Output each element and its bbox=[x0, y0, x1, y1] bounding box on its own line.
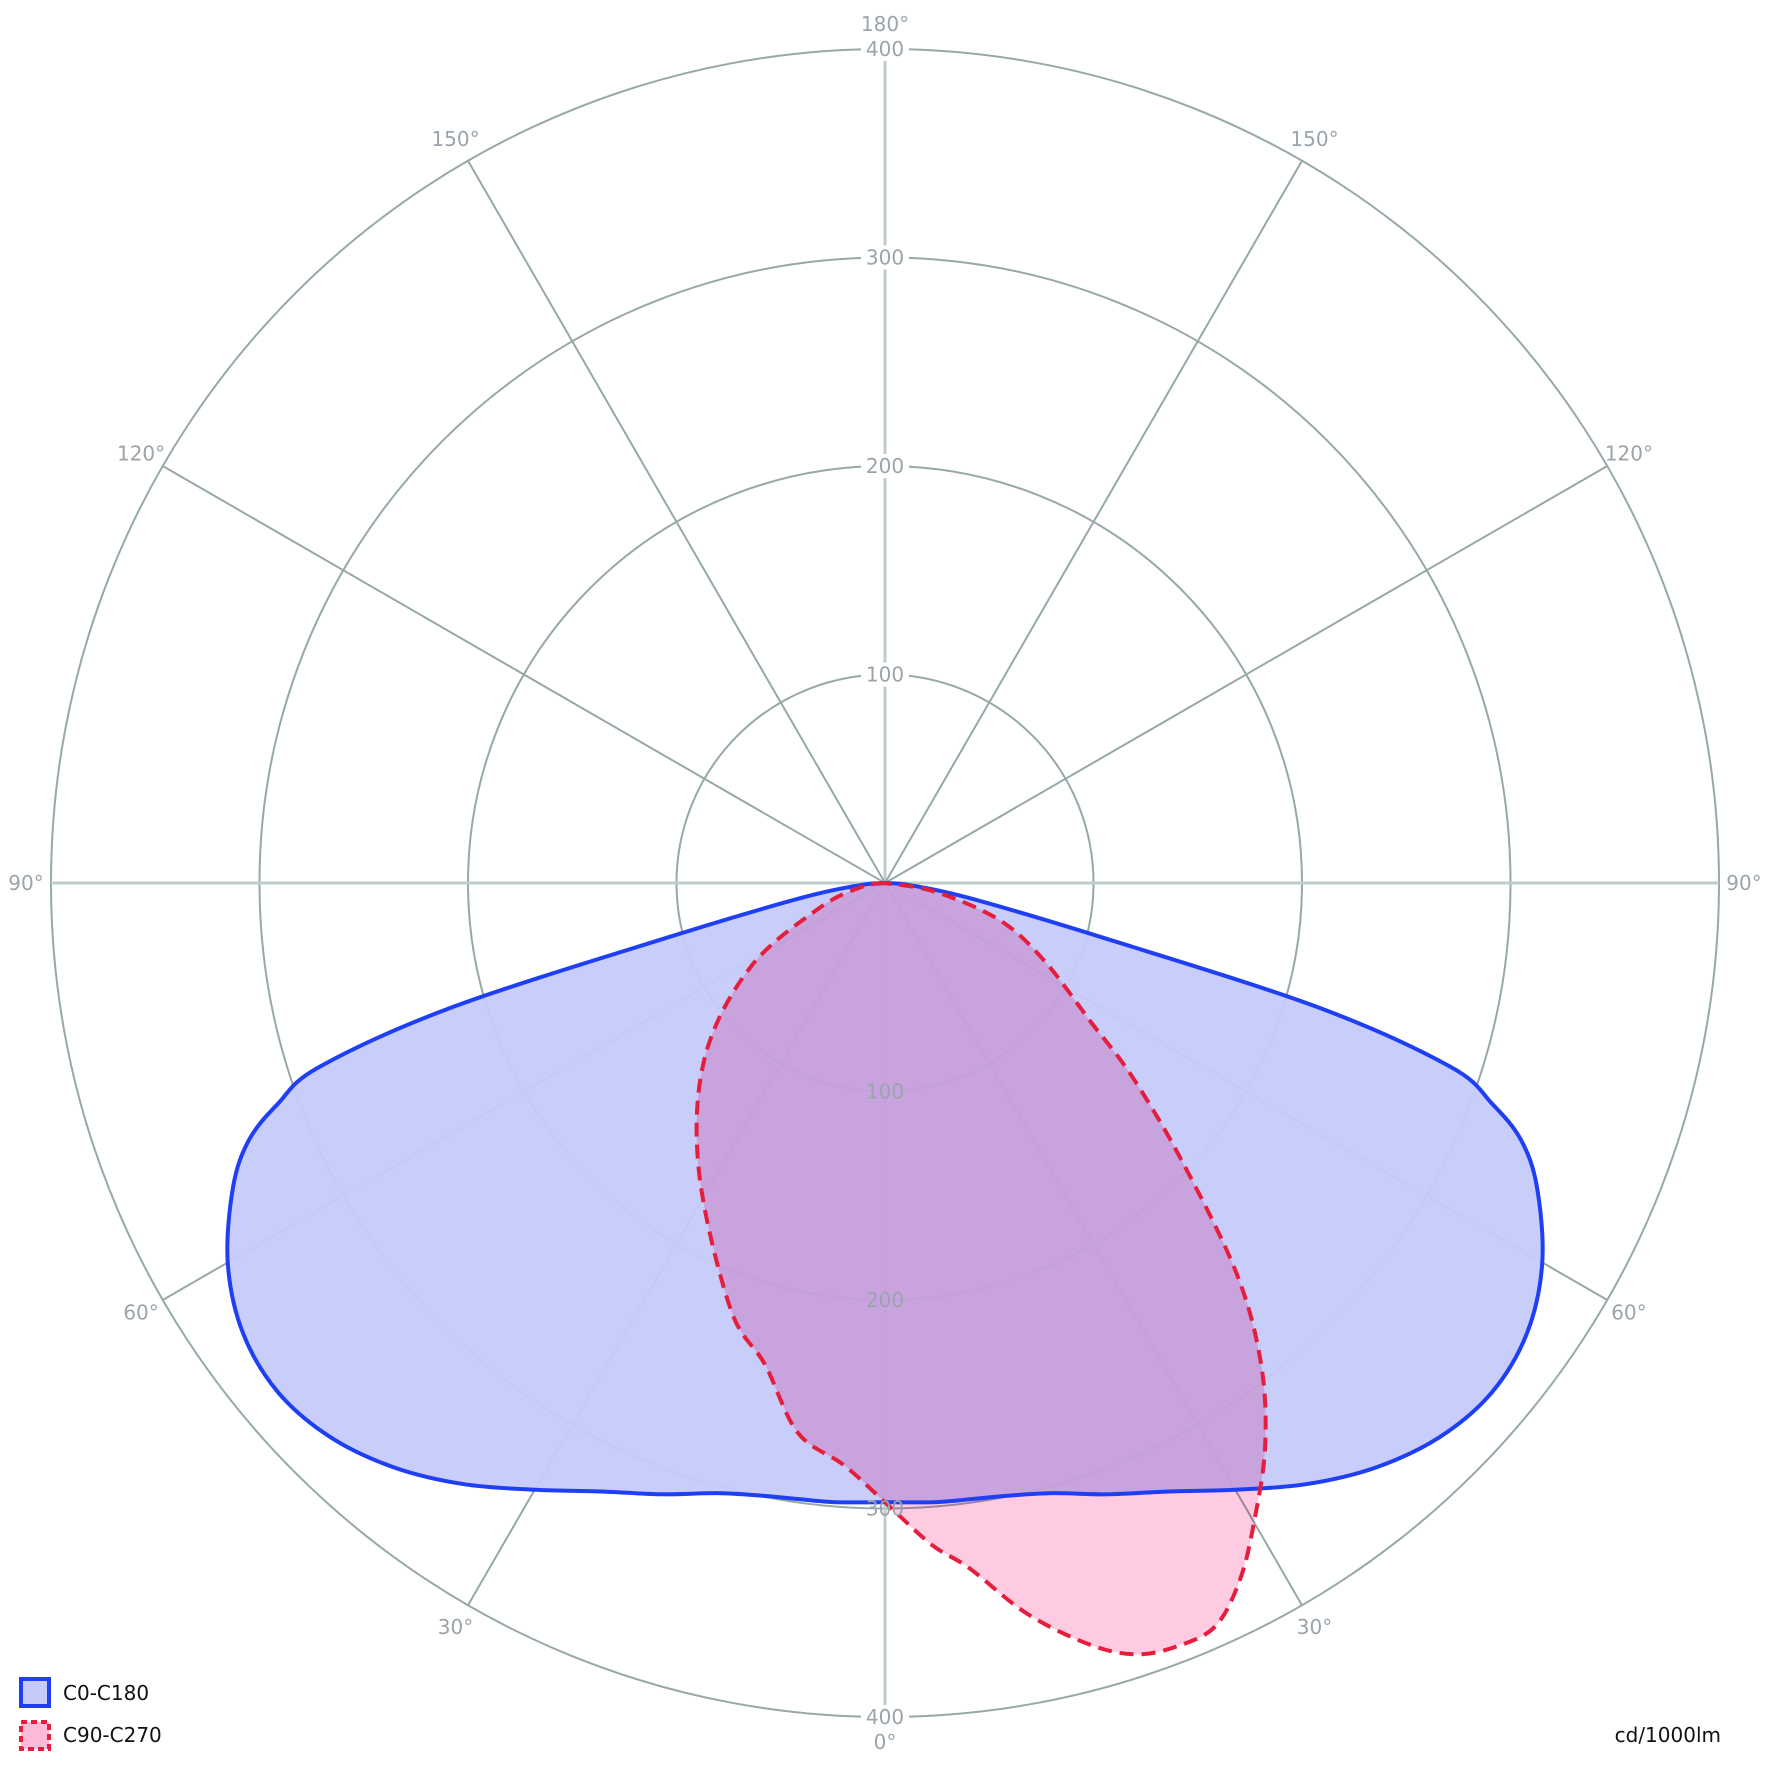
angle-tick-label: 90° bbox=[1726, 871, 1761, 895]
angle-tick-label: 180° bbox=[861, 12, 909, 36]
axis-labels: 1001002002003003004004000°30°30°60°60°90… bbox=[8, 12, 1761, 1754]
legend-label-c90-c270: C90-C270 bbox=[63, 1723, 162, 1747]
angle-tick-label: 120° bbox=[1605, 441, 1653, 465]
radial-tick-bg bbox=[861, 37, 909, 61]
legend-swatch-c90-c270 bbox=[19, 1720, 51, 1751]
series-line-c90-c270 bbox=[694, 880, 1268, 1657]
radial-tick-label: 200 bbox=[866, 1288, 904, 1312]
series-fill-c90-c270 bbox=[696, 883, 1266, 1655]
radial-tick-label: 300 bbox=[866, 1497, 904, 1521]
legend: C0-C180 C90-C270 bbox=[19, 1677, 162, 1751]
angle-tick-label: 0° bbox=[874, 1730, 897, 1754]
radial-tick-label: 100 bbox=[866, 663, 904, 687]
legend-label-c0-c180: C0-C180 bbox=[63, 1681, 149, 1705]
radial-tick-label: 400 bbox=[866, 37, 904, 61]
series-layer bbox=[225, 880, 1545, 1657]
angle-tick-label: 60° bbox=[1611, 1301, 1646, 1325]
angle-tick-label: 30° bbox=[438, 1615, 473, 1639]
radial-tick-bg bbox=[861, 454, 909, 478]
radial-tick-bg bbox=[861, 662, 909, 687]
angle-tick-label: 30° bbox=[1297, 1615, 1332, 1639]
radial-tick-bg bbox=[861, 1705, 909, 1729]
angle-tick-label: 150° bbox=[1290, 127, 1338, 151]
angle-tick-label: 60° bbox=[123, 1301, 158, 1325]
radial-tick-label: 300 bbox=[866, 246, 904, 270]
radial-tick-label: 200 bbox=[866, 454, 904, 478]
legend-swatch-c0-c180 bbox=[19, 1677, 51, 1708]
unit-label: cd/1000lm bbox=[1615, 1723, 1721, 1747]
radial-tick-label: 100 bbox=[866, 1080, 904, 1104]
angle-tick-label: 90° bbox=[8, 871, 43, 895]
radial-tick-bg bbox=[861, 245, 909, 270]
radial-tick-label: 400 bbox=[866, 1705, 904, 1729]
angle-tick-label: 150° bbox=[431, 127, 479, 151]
angle-tick-label: 120° bbox=[117, 441, 165, 465]
